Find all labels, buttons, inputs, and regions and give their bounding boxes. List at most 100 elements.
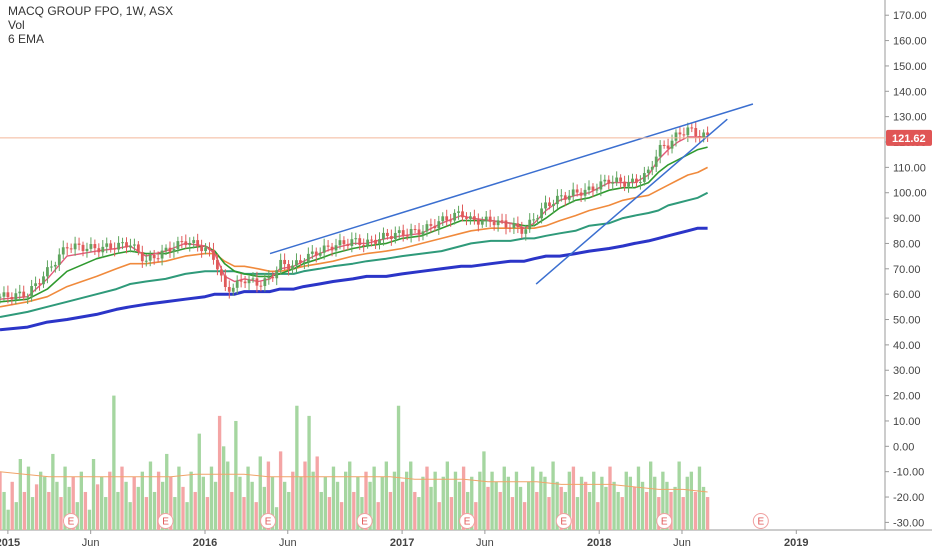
candle-body [346, 244, 350, 246]
volume-bar [10, 481, 14, 530]
y-tick-label: 0.00 [893, 441, 914, 453]
candle-body [544, 202, 547, 209]
y-tick-label: 90.00 [893, 213, 921, 225]
y-tick-label: 130.00 [893, 112, 927, 124]
volume-bar [482, 451, 486, 530]
volume-bar [79, 471, 84, 530]
volume-bar [87, 509, 92, 530]
earnings-marker-label: E [265, 517, 272, 528]
candle-body [350, 239, 354, 246]
candle-body [49, 266, 53, 268]
volume-bar [551, 461, 555, 530]
earnings-marker [752, 513, 769, 529]
candle-body [702, 132, 706, 138]
trend-line [535, 118, 728, 285]
volume-bar [673, 486, 677, 530]
candle-body [682, 134, 686, 136]
volume-bar [270, 476, 275, 530]
candle-body [117, 242, 120, 250]
volume-bar [331, 466, 336, 530]
candle-body [437, 221, 441, 229]
candle-body [326, 245, 330, 247]
candle-body [599, 181, 603, 190]
candle-body [401, 230, 405, 236]
volume-bar [132, 476, 136, 530]
volume-bar [356, 476, 360, 530]
volume-bar [583, 481, 588, 530]
candle-body [30, 286, 34, 297]
y-tick-label: 40.00 [893, 340, 921, 352]
candle-body [105, 243, 109, 247]
volume-bar [287, 491, 291, 530]
candle-body [172, 249, 176, 252]
candle-body [508, 227, 512, 229]
earnings-marker [260, 513, 277, 529]
x-tick-label: 2015 [0, 537, 20, 549]
volume-bar [234, 420, 238, 530]
volume-bar [677, 461, 681, 530]
earnings-marker-label: E [661, 517, 668, 528]
volume-bar [510, 497, 515, 530]
volume-bar [368, 481, 372, 530]
volume-bar [547, 497, 551, 530]
volume-bar [636, 466, 641, 530]
volume-bar [335, 481, 340, 530]
volume-bar [26, 466, 31, 530]
volume-bar [579, 476, 584, 530]
volume-bar [604, 486, 608, 530]
candle-body [512, 223, 516, 228]
candle-body [674, 132, 678, 141]
volume-bar [95, 484, 100, 530]
candle-body [168, 247, 172, 252]
y-tick-label: -20.00 [893, 492, 924, 504]
candle-body [488, 216, 492, 222]
candle-body [548, 202, 551, 207]
volume-bar [323, 476, 328, 530]
y-tick-label: 20.00 [893, 391, 921, 403]
volume-bar [352, 491, 356, 530]
volume-bar [14, 502, 18, 530]
candle-body [690, 127, 694, 129]
legend-ema: 6 EMA [8, 32, 45, 46]
candle-body [219, 269, 223, 276]
candle-body [484, 216, 488, 221]
volume-bar [559, 486, 563, 530]
volume-bar [242, 497, 246, 530]
earnings-marker [356, 513, 373, 529]
candle-body [631, 178, 634, 183]
volume-bar [632, 486, 637, 530]
x-tick-label: Jun [476, 537, 494, 549]
candle-body [678, 132, 682, 135]
volume-bar [112, 395, 116, 530]
volume-bar [429, 486, 433, 530]
candle-body [77, 243, 81, 245]
candle-body [53, 264, 57, 267]
volume-bar [421, 476, 425, 530]
candle-body [113, 248, 117, 250]
volume-bar [47, 491, 51, 530]
volume-bar [156, 471, 161, 530]
volume-bar [209, 466, 214, 530]
candle-body [38, 283, 41, 285]
candle-body [342, 240, 346, 245]
x-tick-label: Jun [279, 537, 297, 549]
volume-bar [596, 502, 600, 530]
volume-bar [425, 466, 429, 530]
volume-bar [628, 476, 633, 530]
candle-body [18, 291, 22, 294]
candle-body [698, 136, 702, 138]
y-tick-label: 150.00 [893, 61, 927, 73]
candle-body [516, 223, 520, 227]
candle-body [480, 220, 484, 225]
volume-bar [22, 491, 27, 530]
volume-bar [649, 461, 653, 530]
candle-body [393, 232, 397, 239]
volume-bar [83, 491, 88, 530]
volume-bar [616, 491, 620, 530]
volume-bar [140, 471, 145, 530]
volume-bar [567, 471, 572, 530]
volume-bar [274, 507, 279, 530]
candle-body [192, 240, 196, 243]
